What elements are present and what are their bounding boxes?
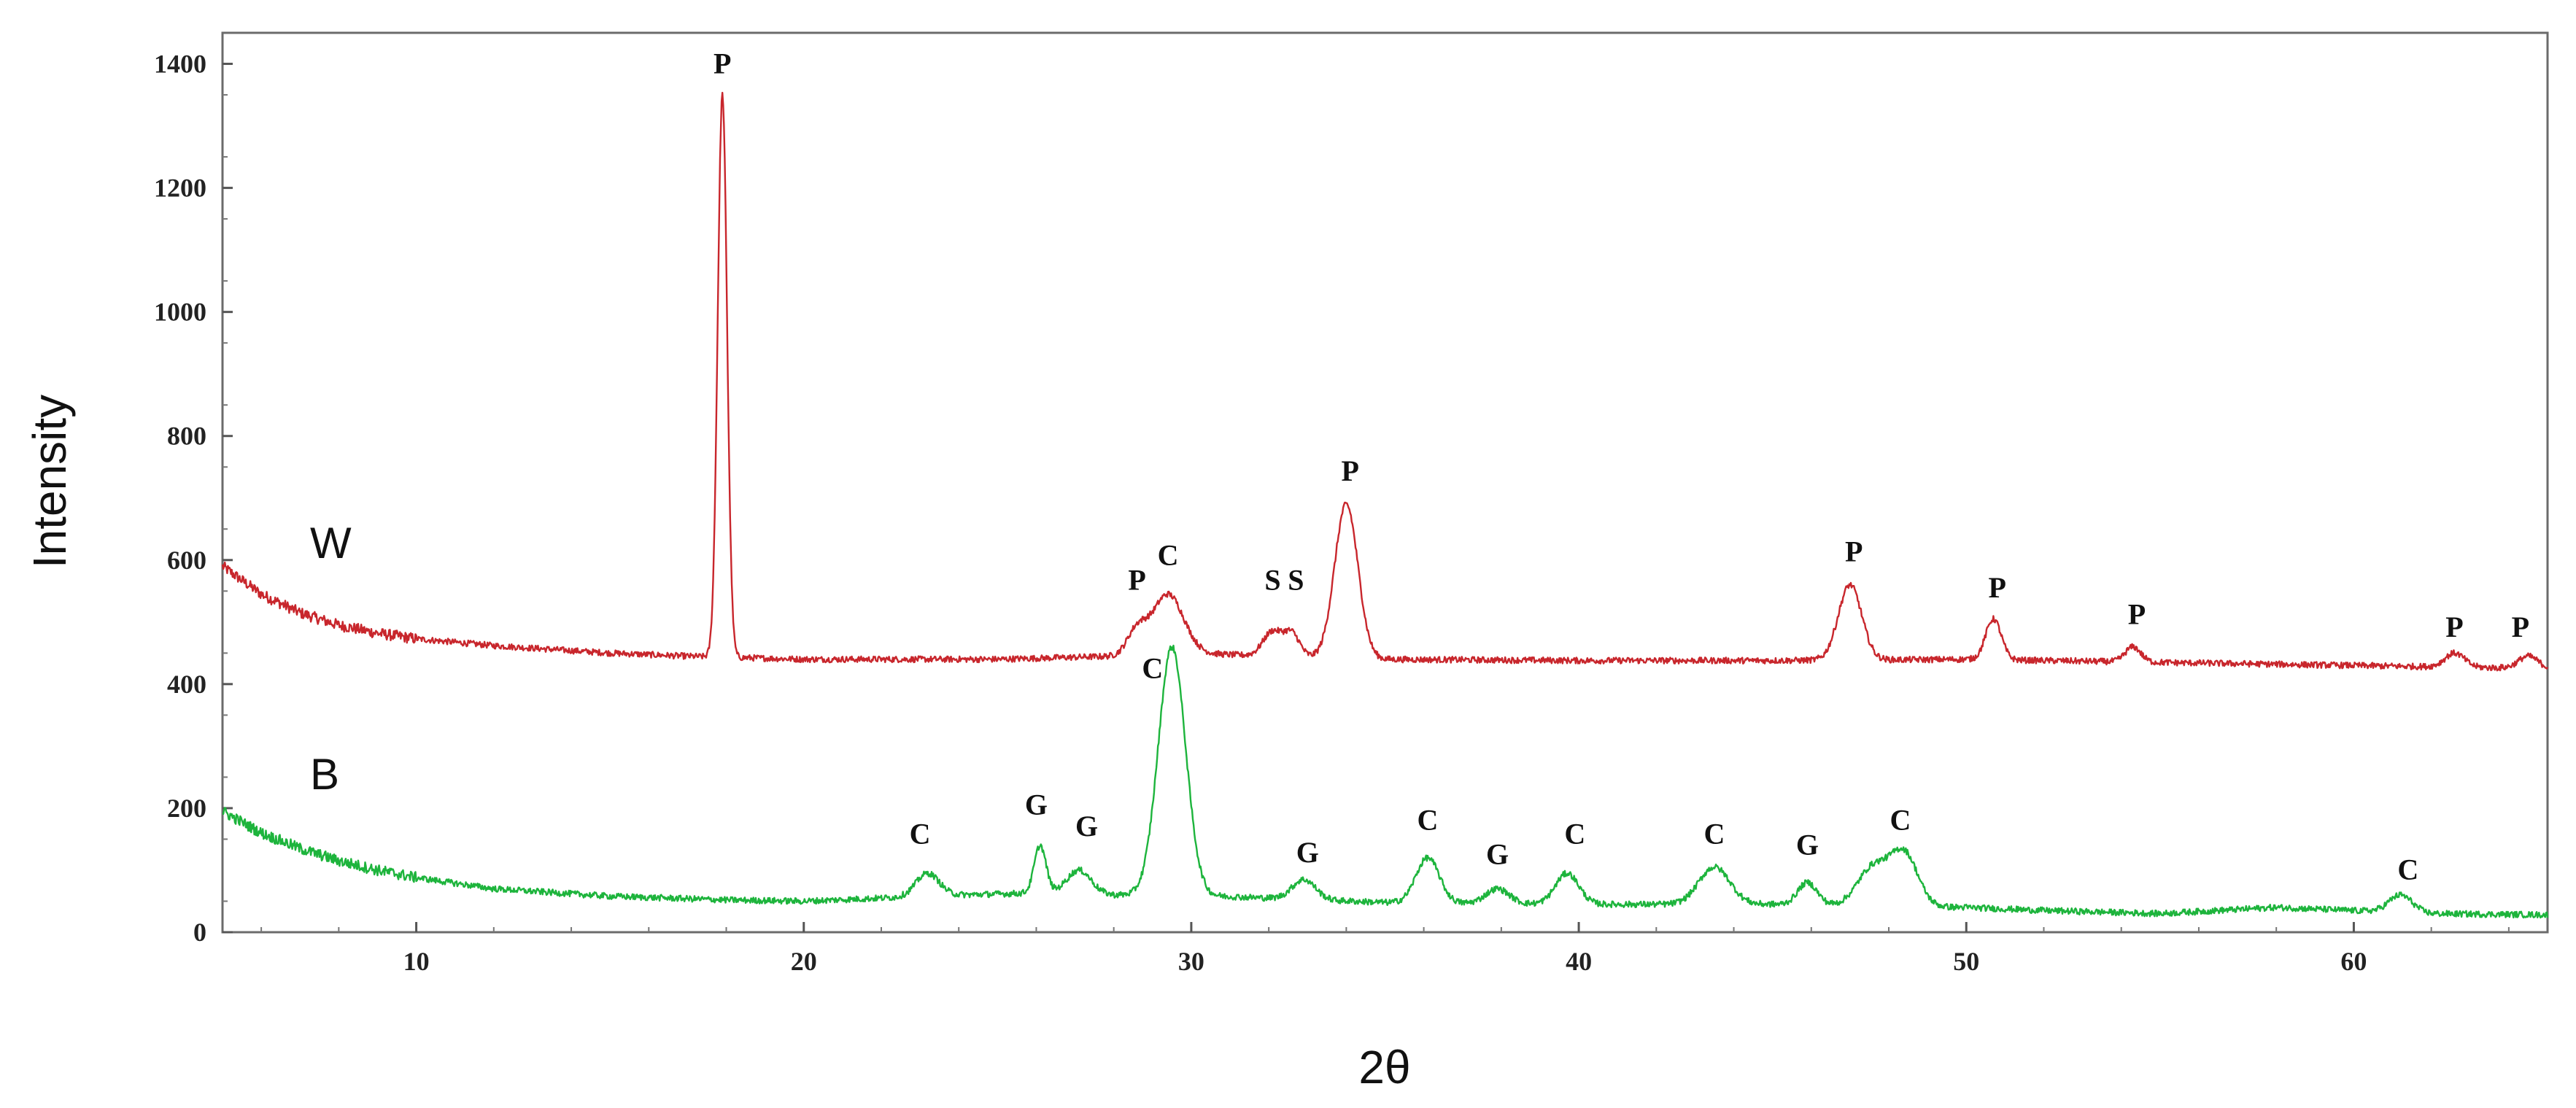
x-tick-label: 10 [403, 947, 430, 976]
peak-label: G [1486, 837, 1509, 870]
y-tick-label: 800 [167, 422, 206, 451]
y-tick-label: 1000 [154, 298, 206, 327]
peak-label: C [1417, 804, 1438, 837]
peak-label: C [1704, 817, 1725, 850]
x-tick-label: 50 [1953, 947, 1979, 976]
x-axis-title: 2θ [1358, 1041, 1410, 1093]
peak-label: G [1075, 810, 1098, 842]
peak-label: C [1890, 804, 1911, 837]
series-layer [221, 91, 2549, 919]
peak-label: P [2445, 611, 2463, 643]
peak-label: P [1341, 454, 1358, 487]
peak-label: G [1025, 788, 1048, 821]
peak-label: G [1796, 829, 1819, 861]
plot-frame [221, 31, 2549, 934]
y-tick-label: 1400 [154, 50, 206, 79]
peak-label: C [2397, 853, 2418, 886]
peak-label: G [1296, 836, 1319, 869]
peak-label: P [2128, 597, 2146, 630]
series-line-w [221, 91, 2549, 672]
peak-label: P [1845, 535, 1863, 567]
peak-label: C [1142, 651, 1163, 684]
peak-label: P [2512, 611, 2529, 643]
y-tick-label: 600 [167, 546, 206, 575]
series-name-b: B [310, 750, 339, 799]
y-tick-label: 400 [167, 670, 206, 699]
peak-label: P [1128, 564, 1145, 597]
y-tick-label: 1200 [154, 174, 206, 203]
peak-label: S [1264, 564, 1280, 597]
series-name-w: W [310, 519, 352, 567]
peak-label: C [910, 817, 931, 850]
y-axis-title: Intensity [23, 395, 76, 568]
peak-label: S [1288, 564, 1304, 597]
peak-label: P [713, 47, 731, 80]
x-tick-label: 60 [2340, 947, 2367, 976]
peak-label: C [1158, 539, 1179, 572]
peak-label: P [1989, 571, 2006, 604]
series-line-b [222, 644, 2549, 919]
y-tick-label: 200 [167, 794, 206, 823]
peak-label: C [1564, 817, 1585, 850]
x-tick-label: 40 [1566, 947, 1592, 976]
x-tick-label: 20 [791, 947, 817, 976]
y-tick-label: 0 [193, 918, 206, 947]
x-tick-label: 30 [1178, 947, 1204, 976]
